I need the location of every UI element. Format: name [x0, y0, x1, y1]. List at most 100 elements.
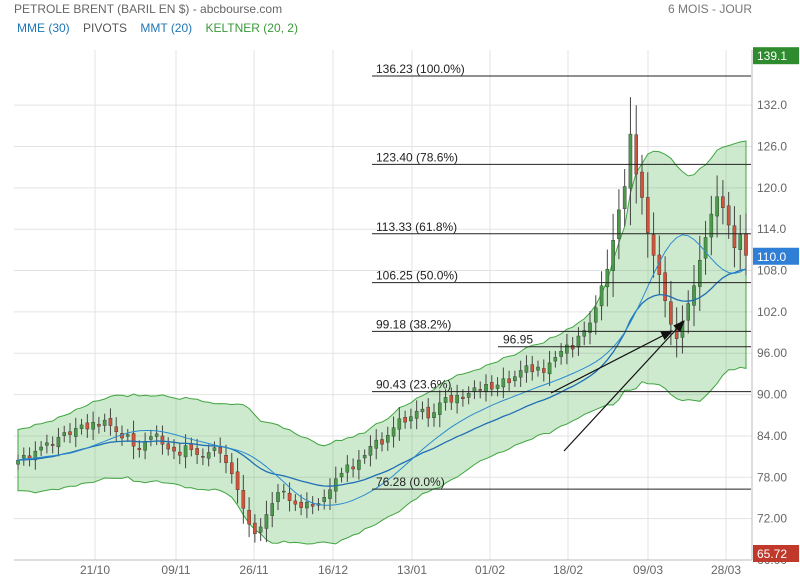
candle-body	[357, 459, 361, 470]
candle-body	[455, 395, 459, 404]
candle-body	[183, 445, 188, 458]
candle-body	[484, 384, 488, 392]
candle-body	[270, 503, 275, 516]
candle-body	[466, 393, 471, 398]
candle-body	[622, 186, 627, 209]
candle-body	[241, 490, 246, 509]
candle-body	[582, 330, 587, 337]
candle-body	[478, 389, 483, 391]
candle-body	[201, 456, 205, 458]
candle-body	[709, 213, 714, 238]
candle-body	[669, 301, 673, 325]
candle-body	[351, 466, 355, 470]
candle-body	[195, 448, 199, 455]
candle-body	[333, 478, 338, 492]
legend-keltner[interactable]: KELTNER (20, 2)	[205, 21, 298, 35]
candle-body	[79, 424, 84, 429]
candle-body	[131, 433, 136, 447]
x-tick-label: 28/03	[711, 563, 741, 577]
fib-level-label: 136.23 (100.0%)	[376, 62, 465, 76]
y-tick-label: 84.00	[757, 429, 787, 443]
candle-body	[721, 196, 725, 209]
y-tick-label: 114.0	[757, 222, 786, 236]
candle-body	[39, 446, 43, 451]
fib-level-label: 90.43 (23.6%)	[376, 378, 451, 392]
candle-body	[362, 455, 367, 459]
candle-body	[149, 436, 153, 440]
candle-body	[385, 435, 390, 443]
candle-body	[305, 501, 309, 509]
keltner-band	[17, 140, 747, 545]
candle-body	[715, 196, 719, 217]
candle-body	[189, 444, 194, 450]
candle-body	[703, 237, 708, 259]
candle-body	[114, 426, 119, 433]
x-tick-label: 16/12	[318, 563, 348, 577]
candle-body	[172, 446, 176, 452]
candle-body	[611, 240, 615, 271]
candle-body	[432, 412, 436, 418]
y-tick-label: 108.0	[757, 264, 787, 278]
candle-body	[108, 418, 113, 426]
candle-body	[391, 427, 396, 437]
candle-body	[287, 492, 292, 501]
candle-body	[403, 417, 407, 423]
candle-body	[686, 303, 691, 321]
candle-body	[461, 396, 465, 399]
trend-arrow	[550, 330, 674, 394]
candle-body	[229, 462, 234, 475]
y-tick-label: 102.0	[757, 305, 787, 319]
candle-body	[235, 471, 240, 490]
candle-body	[125, 434, 130, 437]
candle-body	[744, 233, 748, 256]
candle-body	[617, 209, 621, 239]
candle-body	[547, 362, 552, 375]
candle-body	[143, 441, 147, 451]
candle-body	[328, 489, 332, 499]
chart-title: PETROLE BRENT (BARIL EN $) - abcbourse.c…	[14, 2, 283, 16]
annotations	[550, 320, 685, 452]
candle-body	[258, 526, 263, 533]
price-tag-box	[753, 47, 799, 65]
legend-pivots[interactable]: PIVOTS	[83, 21, 128, 35]
candle-body	[414, 410, 419, 419]
candle-body	[553, 357, 558, 362]
candle-body	[102, 419, 107, 426]
candle-body	[154, 433, 159, 437]
price-tag-box	[753, 545, 799, 562]
price-tag-label: 65.72	[757, 547, 787, 561]
candle-body	[570, 345, 575, 350]
keltner-band-area	[17, 140, 747, 545]
candle-body	[264, 514, 269, 529]
candle-body	[368, 446, 373, 456]
price-tag-box	[753, 247, 799, 265]
candle-body	[276, 492, 280, 502]
candle-body	[697, 260, 702, 287]
candle-body	[692, 285, 696, 306]
x-tick-label: 13/01	[397, 563, 427, 577]
candle-body	[443, 397, 448, 403]
price-tag-label: 110.0	[757, 250, 786, 264]
x-tick-label: 21/10	[80, 563, 110, 577]
candle-body	[588, 322, 592, 333]
candle-body	[449, 395, 454, 403]
candle-body	[738, 234, 743, 250]
candle-body	[409, 416, 413, 422]
legend-mme[interactable]: MME (30)	[17, 21, 70, 35]
candle-body	[495, 384, 500, 389]
candle-body	[206, 452, 211, 459]
candle-body	[513, 376, 517, 382]
candles	[16, 97, 748, 543]
candle-body	[97, 423, 101, 427]
candle-body	[56, 437, 61, 448]
candle-body	[651, 234, 656, 256]
legend-mmt[interactable]: MMT (20)	[140, 21, 193, 35]
fib-level-label: 99.18 (38.2%)	[376, 317, 451, 331]
y-tick-label: 132.0	[757, 98, 787, 112]
axes: 132.0 126.0 120.0 114.0 108.0 102.0 96.00 90.00…	[14, 50, 787, 577]
candle-body	[339, 472, 344, 478]
candle-body	[663, 272, 667, 302]
fibonacci-levels: 136.23 (100.0%) 123.40 (78.6%) 113.33 (61.…	[372, 62, 751, 490]
chart-period[interactable]: 6 MOIS - JOUR	[667, 2, 752, 16]
